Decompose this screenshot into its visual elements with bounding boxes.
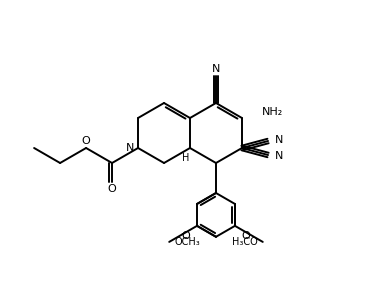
Text: N: N xyxy=(126,143,134,153)
Text: O: O xyxy=(242,231,251,241)
Text: H₃CO: H₃CO xyxy=(232,237,258,247)
Text: N: N xyxy=(275,151,283,161)
Text: N: N xyxy=(212,64,220,74)
Text: N: N xyxy=(275,135,283,145)
Text: OCH₃: OCH₃ xyxy=(174,237,200,247)
Text: O: O xyxy=(181,231,190,241)
Text: O: O xyxy=(108,184,117,194)
Text: NH₂: NH₂ xyxy=(262,107,283,117)
Text: O: O xyxy=(82,136,90,146)
Text: H: H xyxy=(182,153,190,163)
